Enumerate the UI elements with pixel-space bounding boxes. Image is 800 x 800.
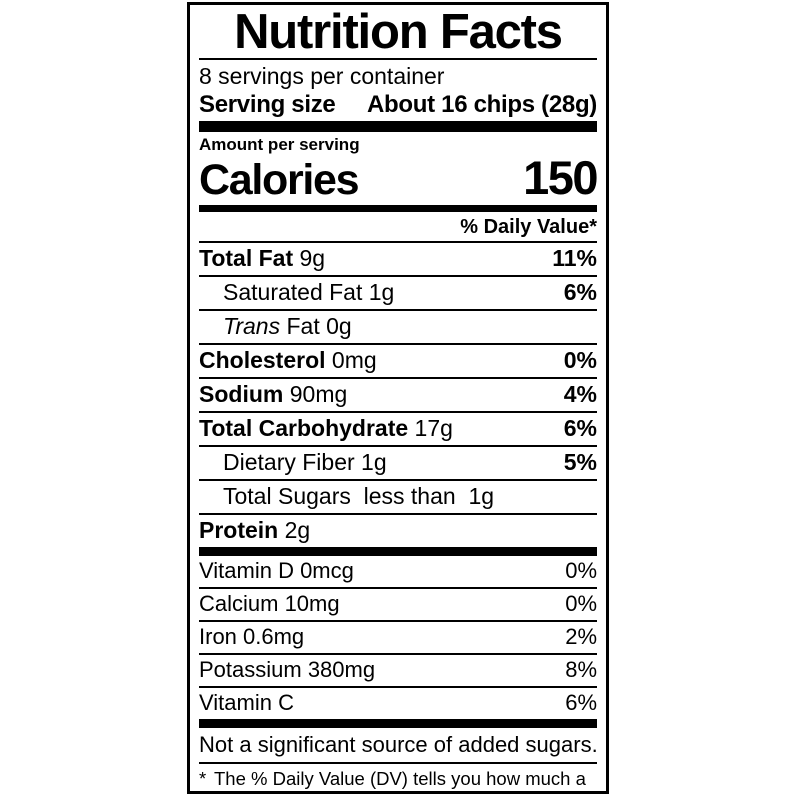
divider-nutrient — [199, 275, 597, 277]
nutrient-daily-value: 4% — [563, 381, 597, 407]
nutrient-name: Sodium 90mg — [199, 381, 348, 407]
vitamin-row: Iron 0.6mg 2% — [199, 622, 597, 653]
nutrient-row: Saturated Fat 1g 6% — [199, 277, 597, 309]
nutrient-daily-value: 0% — [563, 347, 597, 373]
divider-vitamin — [199, 587, 597, 589]
divider-thick-vitamins — [199, 547, 597, 556]
divider-nutrient — [199, 343, 597, 345]
divider-nutrient — [199, 445, 597, 447]
divider-under-calories — [199, 205, 597, 212]
nutrient-row: Total Sugars less than 1g — [199, 481, 597, 513]
divider-thick-notes — [199, 719, 597, 728]
divider-nutrient — [199, 479, 597, 481]
divider-nutrient — [199, 411, 597, 413]
nutrient-name: Total Fat 9g — [199, 245, 326, 271]
calories-value: 150 — [523, 151, 598, 204]
divider-nutrient — [199, 309, 597, 311]
nutrient-row: Protein 2g — [199, 515, 597, 547]
vitamin-row: Vitamin C 6% — [199, 688, 597, 719]
nutrient-row: Trans Fat 0g — [199, 311, 597, 343]
vitamin-daily-value: 6% — [565, 690, 597, 715]
divider-nutrient — [199, 513, 597, 515]
vitamin-name: Calcium 10mg — [199, 591, 340, 616]
vitamin-name: Vitamin D 0mcg — [199, 558, 354, 583]
divider-nutrient — [199, 377, 597, 379]
serving-size-label: Serving size — [199, 91, 336, 118]
nutrient-name: Dietary Fiber 1g — [223, 449, 387, 475]
nutrient-row: Cholesterol 0mg 0% — [199, 345, 597, 377]
servings-per-container: 8 servings per container — [199, 63, 445, 89]
nutrient-name: Cholesterol 0mg — [199, 347, 377, 373]
vitamin-name: Iron 0.6mg — [199, 624, 305, 649]
serving-size-row: Serving size About 16 chips (28g) — [199, 90, 597, 121]
label-title: Nutrition Facts — [234, 5, 563, 59]
nutrient-name: Saturated Fat 1g — [223, 279, 395, 305]
divider-vitamin — [199, 653, 597, 655]
vitamin-row: Potassium 380mg 8% — [199, 655, 597, 686]
vitamin-row: Vitamin D 0mcg 0% — [199, 556, 597, 587]
daily-value-footnote: * The % Daily Value (DV) tells you how m… — [199, 764, 597, 791]
nutrient-list: Total Fat 9g 11% Saturated Fat 1g 6% Trans F… — [199, 241, 597, 547]
serving-size-value: About 16 chips (28g) — [366, 91, 597, 118]
nutrient-row: Dietary Fiber 1g 5% — [199, 447, 597, 479]
nutrient-row: Total Fat 9g 11% — [199, 243, 597, 275]
nutrient-name: Protein 2g — [199, 517, 311, 543]
nutrient-name: Total Sugars less than 1g — [223, 483, 495, 509]
divider-above-footnote — [199, 762, 597, 764]
nutrient-row: Total Carbohydrate 17g 6% — [199, 413, 597, 445]
nutrient-daily-value: 6% — [563, 415, 597, 441]
nutrient-name: Total Carbohydrate 17g — [199, 415, 453, 441]
divider-nutrient — [199, 241, 597, 243]
divider-thick-top — [199, 121, 597, 132]
calories-label: Calories — [199, 156, 360, 204]
nutrient-daily-value: 5% — [563, 449, 597, 475]
nutrient-daily-value: 11% — [552, 245, 597, 271]
not-significant-source-note: Not a significant source of added sugars… — [199, 732, 598, 757]
vitamin-daily-value: 0% — [565, 591, 597, 616]
divider-vitamin — [199, 686, 597, 688]
calories-row: Calories 150 — [199, 151, 598, 205]
footnote-asterisk: * — [199, 768, 207, 789]
vitamin-daily-value: 0% — [565, 558, 597, 583]
vitamin-daily-value: 8% — [565, 657, 597, 682]
vitamin-row: Calcium 10mg 0% — [199, 589, 597, 620]
nutrient-daily-value: 6% — [563, 279, 597, 305]
vitamin-list: Vitamin D 0mcg 0% Calcium 10mg 0% Iron 0.6mg… — [199, 556, 597, 719]
divider-vitamin — [199, 620, 597, 622]
nutrient-name: Trans Fat 0g — [223, 313, 352, 339]
daily-value-header: % Daily Value* — [460, 216, 597, 238]
vitamin-name: Potassium 380mg — [199, 657, 376, 682]
nutrition-facts-label: Nutrition Facts 8 servings per container… — [187, 2, 609, 794]
vitamin-name: Vitamin C — [199, 690, 294, 715]
footnote-text: The % Daily Value (DV) tells you how muc… — [214, 768, 586, 791]
nutrient-row: Sodium 90mg 4% — [199, 379, 597, 411]
amount-per-serving-label: Amount per serving — [199, 135, 360, 154]
divider-under-title — [199, 58, 597, 60]
vitamin-daily-value: 2% — [565, 624, 597, 649]
